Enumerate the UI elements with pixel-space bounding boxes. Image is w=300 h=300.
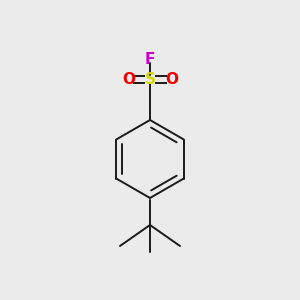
- Text: S: S: [145, 72, 155, 87]
- Text: F: F: [145, 52, 155, 67]
- Text: O: O: [122, 72, 135, 87]
- Text: O: O: [165, 72, 178, 87]
